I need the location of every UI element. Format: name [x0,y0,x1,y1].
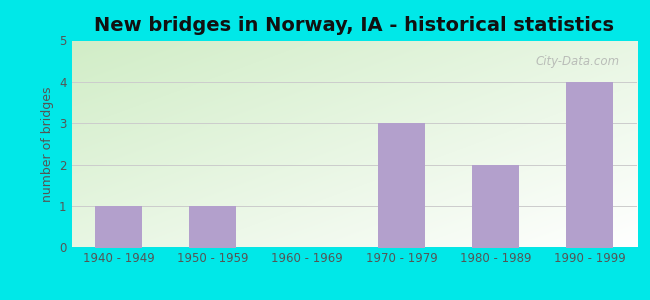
Bar [566,82,614,248]
Bar [95,206,142,248]
Bar [189,206,237,248]
Bar [378,123,425,248]
Bar [472,165,519,248]
Y-axis label: number of bridges: number of bridges [40,86,53,202]
Title: New bridges in Norway, IA - historical statistics: New bridges in Norway, IA - historical s… [94,16,614,35]
Text: City-Data.com: City-Data.com [536,55,620,68]
